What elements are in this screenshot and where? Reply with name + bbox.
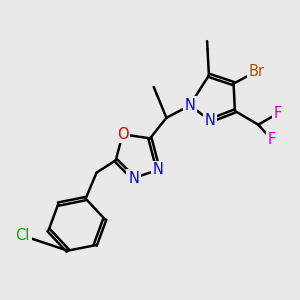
Text: F: F: [273, 106, 281, 121]
Text: O: O: [117, 127, 128, 142]
Text: Br: Br: [249, 64, 265, 79]
Text: Cl: Cl: [15, 228, 30, 243]
Text: N: N: [153, 162, 164, 177]
Text: N: N: [205, 113, 216, 128]
Text: F: F: [268, 132, 276, 147]
Text: N: N: [128, 171, 139, 186]
Text: N: N: [184, 98, 195, 113]
